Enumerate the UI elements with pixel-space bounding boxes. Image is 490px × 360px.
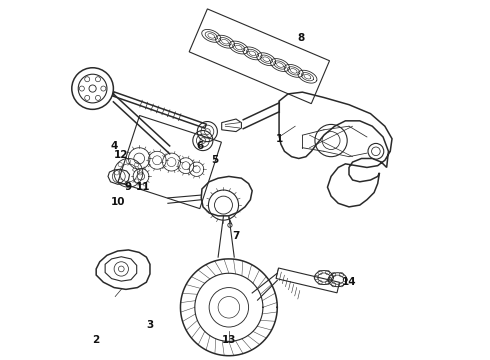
- Text: 4: 4: [110, 141, 118, 151]
- Text: 2: 2: [93, 334, 100, 345]
- Text: 8: 8: [297, 33, 304, 43]
- Text: 11: 11: [136, 182, 150, 192]
- Text: 12: 12: [114, 150, 128, 160]
- Text: 13: 13: [221, 334, 236, 345]
- Text: 6: 6: [196, 141, 204, 151]
- Text: 1: 1: [275, 134, 283, 144]
- Text: 5: 5: [211, 155, 218, 165]
- Text: 14: 14: [342, 277, 356, 287]
- Text: 7: 7: [232, 231, 240, 240]
- Text: 10: 10: [110, 197, 125, 207]
- Text: 3: 3: [147, 320, 153, 330]
- Text: 9: 9: [125, 182, 132, 192]
